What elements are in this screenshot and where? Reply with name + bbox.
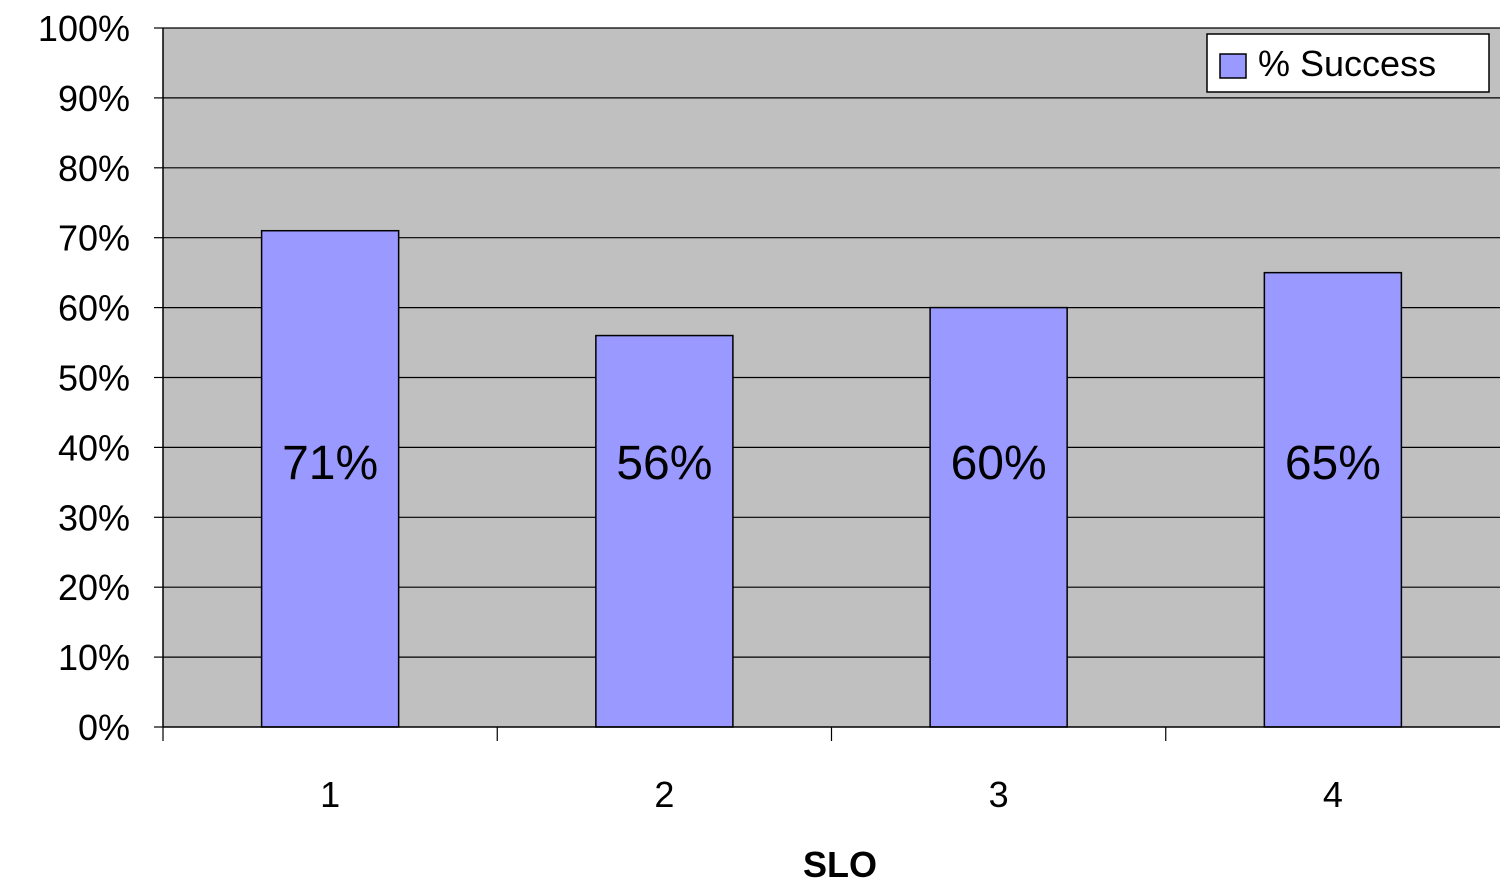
x-axis-tick-labels: 1 2 3 4 — [162, 727, 1343, 815]
y-tick-label: 10% — [58, 637, 130, 678]
x-tick-label: 4 — [1323, 774, 1343, 815]
x-tick-label: 3 — [989, 774, 1009, 815]
y-tick-label: 80% — [58, 148, 130, 189]
legend: % Success — [1206, 33, 1490, 93]
x-tick-label: 1 — [320, 774, 340, 815]
y-tick-label: 90% — [58, 78, 130, 119]
legend-box — [1206, 33, 1490, 93]
bar-slo-2 — [595, 334, 734, 728]
y-tick-label: 40% — [58, 427, 130, 468]
bar-slo-1 — [260, 229, 400, 728]
y-axis-tick-labels: 0% 10% 20% 30% 40% 50% 60% 70% 80% 90% 100% — [38, 8, 163, 748]
legend-label: % Success — [1258, 43, 1436, 84]
data-label: 56% — [616, 437, 712, 490]
data-label: 71% — [282, 437, 378, 490]
y-tick-label: 100% — [38, 8, 130, 49]
x-axis-title: SLO — [803, 844, 877, 884]
legend-swatch — [1219, 53, 1247, 79]
y-tick-label: 50% — [58, 358, 130, 399]
y-tick-label: 30% — [58, 497, 130, 538]
bar-slo-3 — [929, 306, 1068, 728]
data-label: 60% — [951, 437, 1047, 490]
y-tick-label: 20% — [58, 567, 130, 608]
data-label: 65% — [1285, 437, 1381, 490]
x-tick-label: 2 — [654, 774, 674, 815]
y-tick-label: 70% — [58, 218, 130, 259]
y-tick-label: 0% — [78, 707, 130, 748]
bar-slo-4 — [1263, 271, 1403, 728]
y-tick-label: 60% — [58, 288, 130, 329]
bars — [260, 229, 1403, 728]
data-labels: 71% 56% 60% 65% — [282, 437, 1381, 490]
